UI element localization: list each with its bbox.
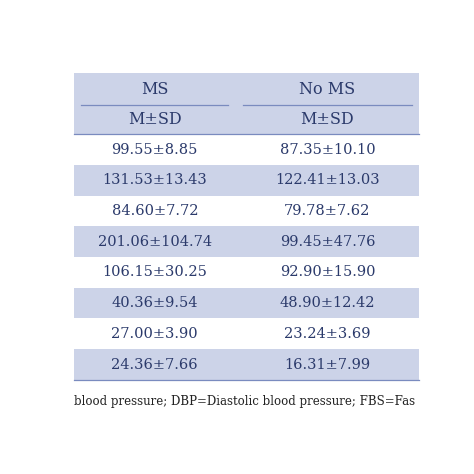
Bar bbox=[74, 196, 419, 227]
Text: 27.00±3.90: 27.00±3.90 bbox=[111, 327, 198, 341]
Bar bbox=[74, 134, 419, 165]
Text: 106.15±30.25: 106.15±30.25 bbox=[102, 265, 207, 280]
Text: 99.45±47.76: 99.45±47.76 bbox=[280, 235, 375, 249]
Text: M±SD: M±SD bbox=[128, 111, 182, 128]
Bar bbox=[74, 349, 419, 380]
Text: 92.90±15.90: 92.90±15.90 bbox=[280, 265, 375, 280]
Text: 40.36±9.54: 40.36±9.54 bbox=[111, 296, 198, 310]
Text: 79.78±7.62: 79.78±7.62 bbox=[284, 204, 371, 218]
Text: 201.06±104.74: 201.06±104.74 bbox=[98, 235, 212, 249]
Text: 131.53±13.43: 131.53±13.43 bbox=[102, 173, 207, 187]
Text: 23.24±3.69: 23.24±3.69 bbox=[284, 327, 371, 341]
Text: No MS: No MS bbox=[300, 81, 356, 98]
Bar bbox=[74, 288, 419, 319]
Bar bbox=[236, 73, 419, 105]
Bar bbox=[236, 105, 419, 134]
Text: blood pressure; DBP=Diastolic blood pressure; FBS=Fas: blood pressure; DBP=Diastolic blood pres… bbox=[74, 395, 415, 408]
Text: 122.41±13.03: 122.41±13.03 bbox=[275, 173, 380, 187]
Bar bbox=[74, 165, 419, 196]
Text: 99.55±8.85: 99.55±8.85 bbox=[111, 143, 198, 156]
Text: 84.60±7.72: 84.60±7.72 bbox=[111, 204, 198, 218]
Text: MS: MS bbox=[141, 81, 168, 98]
Bar bbox=[74, 73, 236, 105]
Bar bbox=[74, 227, 419, 257]
Bar bbox=[74, 319, 419, 349]
Bar bbox=[74, 105, 236, 134]
Text: 48.90±12.42: 48.90±12.42 bbox=[280, 296, 375, 310]
Text: 24.36±7.66: 24.36±7.66 bbox=[111, 357, 198, 372]
Text: M±SD: M±SD bbox=[301, 111, 354, 128]
Text: 87.35±10.10: 87.35±10.10 bbox=[280, 143, 375, 156]
Bar bbox=[74, 257, 419, 288]
Text: 16.31±7.99: 16.31±7.99 bbox=[284, 357, 371, 372]
